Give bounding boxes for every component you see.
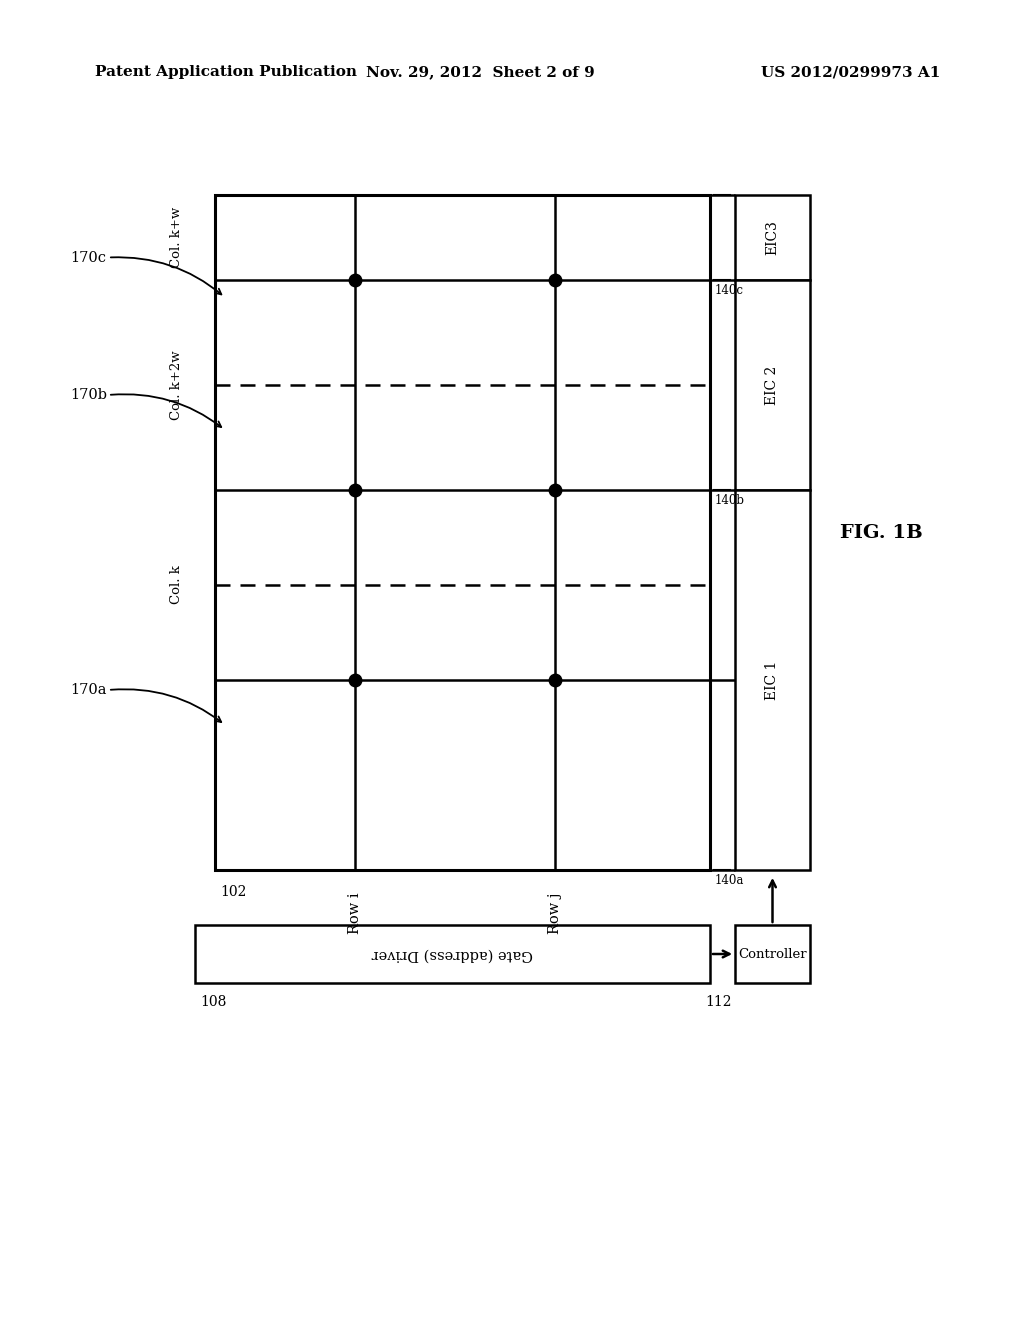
Text: EIC 2: EIC 2 <box>766 366 779 405</box>
Text: 102: 102 <box>220 884 247 899</box>
Text: FIG. 1B: FIG. 1B <box>840 524 923 541</box>
Text: Row i: Row i <box>348 892 362 933</box>
Bar <box>735 195 810 280</box>
Text: Col. k: Col. k <box>171 565 183 605</box>
Text: EIC3: EIC3 <box>766 220 779 255</box>
Text: EIC 1: EIC 1 <box>766 660 779 700</box>
Text: 140b: 140b <box>715 494 745 507</box>
Text: Nov. 29, 2012  Sheet 2 of 9: Nov. 29, 2012 Sheet 2 of 9 <box>366 65 594 79</box>
Bar <box>195 925 710 983</box>
Text: 140c: 140c <box>715 284 744 297</box>
Text: Col. k+2w: Col. k+2w <box>171 350 183 420</box>
Text: Col. k+w: Col. k+w <box>171 207 183 268</box>
Bar <box>735 490 810 870</box>
Text: US 2012/0299973 A1: US 2012/0299973 A1 <box>761 65 940 79</box>
Bar <box>735 280 810 490</box>
Bar <box>735 925 810 983</box>
Text: 170c: 170c <box>70 251 106 264</box>
Text: 108: 108 <box>200 995 226 1008</box>
Text: Controller: Controller <box>738 948 807 961</box>
Text: 170b: 170b <box>70 388 106 403</box>
Text: 170a: 170a <box>70 682 106 697</box>
Text: Gate (address) Driver: Gate (address) Driver <box>372 946 534 961</box>
Text: Row j: Row j <box>548 892 562 933</box>
Text: 112: 112 <box>706 995 732 1008</box>
Text: Patent Application Publication: Patent Application Publication <box>95 65 357 79</box>
Bar <box>215 195 710 870</box>
Text: 140a: 140a <box>715 874 744 887</box>
